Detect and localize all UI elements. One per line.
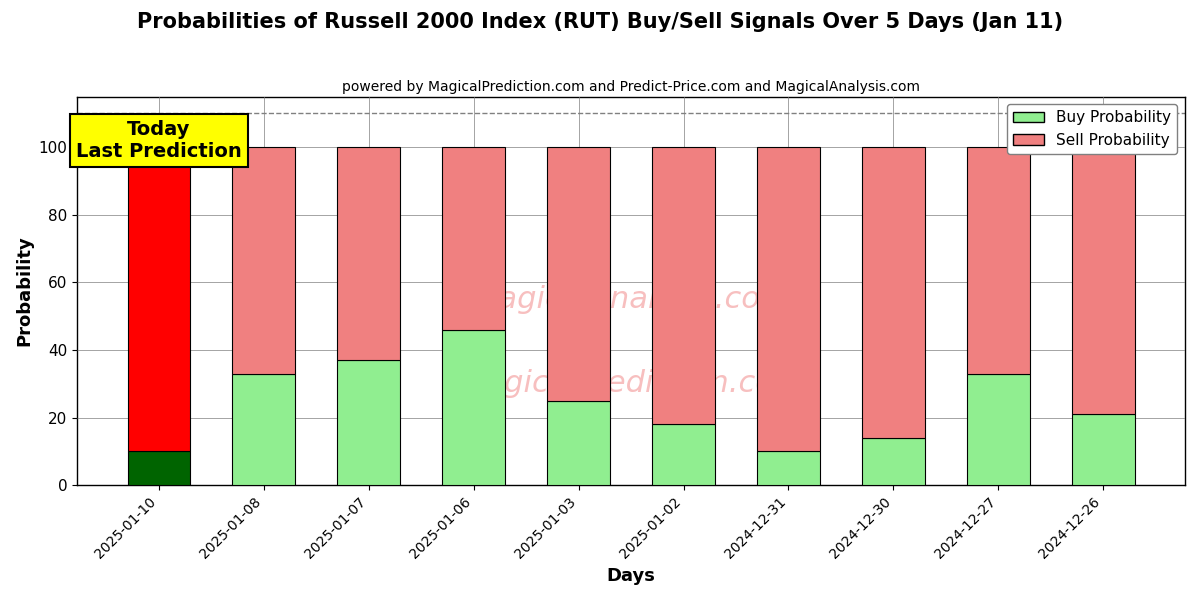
Bar xyxy=(233,147,295,374)
X-axis label: Days: Days xyxy=(607,567,655,585)
Bar xyxy=(233,374,295,485)
Bar xyxy=(967,374,1030,485)
Title: powered by MagicalPrediction.com and Predict-Price.com and MagicalAnalysis.com: powered by MagicalPrediction.com and Pre… xyxy=(342,80,920,94)
Bar xyxy=(337,360,401,485)
Text: Today
Last Prediction: Today Last Prediction xyxy=(76,120,242,161)
Bar xyxy=(1072,414,1135,485)
Text: MagicalPrediction.com: MagicalPrediction.com xyxy=(458,370,803,398)
Bar xyxy=(547,401,610,485)
Bar xyxy=(862,147,925,438)
Text: MagicalAnalysis.com: MagicalAnalysis.com xyxy=(473,285,790,314)
Text: Probabilities of Russell 2000 Index (RUT) Buy/Sell Signals Over 5 Days (Jan 11): Probabilities of Russell 2000 Index (RUT… xyxy=(137,12,1063,32)
Bar xyxy=(757,451,820,485)
Legend: Buy Probability, Sell Probability: Buy Probability, Sell Probability xyxy=(1007,104,1177,154)
Bar xyxy=(862,438,925,485)
Bar xyxy=(967,147,1030,374)
Bar xyxy=(127,147,191,451)
Bar xyxy=(652,424,715,485)
Bar xyxy=(652,147,715,424)
Bar xyxy=(757,147,820,451)
Bar xyxy=(443,147,505,330)
Bar xyxy=(337,147,401,360)
Bar xyxy=(547,147,610,401)
Bar xyxy=(443,330,505,485)
Bar xyxy=(1072,147,1135,414)
Bar xyxy=(127,451,191,485)
Y-axis label: Probability: Probability xyxy=(14,236,32,346)
